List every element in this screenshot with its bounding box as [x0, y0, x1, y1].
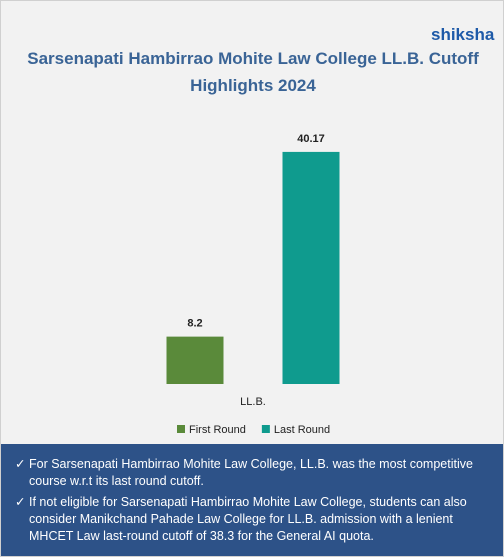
logo: shiksha	[431, 25, 495, 44]
data-label: 8.2	[187, 318, 202, 330]
bar	[166, 336, 224, 384]
legend-label: Last Round	[274, 424, 330, 436]
notes-panel: For Sarsenapati Hambirrao Mohite Law Col…	[1, 444, 503, 556]
legend-swatch	[261, 425, 270, 433]
bar	[282, 151, 340, 384]
note: If not eligible for Sarsenapati Hambirra…	[15, 494, 491, 545]
data-label: 40.17	[297, 133, 325, 145]
notes-list: For Sarsenapati Hambirrao Mohite Law Col…	[15, 456, 491, 545]
legend-label: First Round	[189, 424, 246, 436]
x-tick-label: LL.B.	[240, 396, 266, 408]
chart-title: Sarsenapati Hambirrao Mohite Law College…	[27, 49, 479, 95]
chart: LL.B. 8.2 40.17 First Round Last Round	[166, 133, 340, 436]
note: For Sarsenapati Hambirrao Mohite Law Col…	[15, 456, 491, 490]
legend-swatch	[177, 425, 185, 433]
